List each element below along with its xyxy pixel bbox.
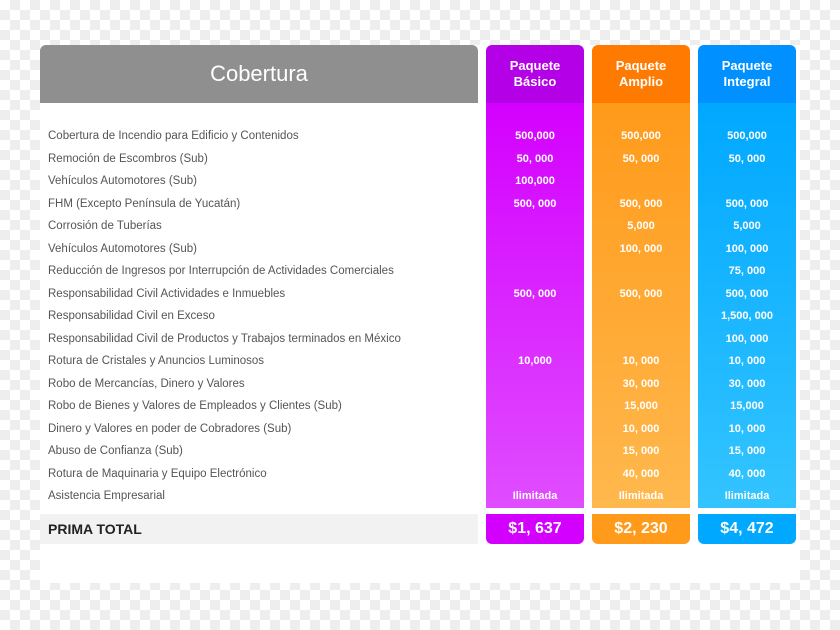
coverage-cell: 100, 000 <box>698 238 796 261</box>
coverage-cell <box>486 260 584 283</box>
footer-pk-integral: $4, 472 <box>698 514 796 544</box>
coverage-row-label: Dinero y Valores en poder de Cobradores … <box>40 418 478 441</box>
coverage-row-label: Rotura de Cristales y Anuncios Luminosos <box>40 350 478 373</box>
coverage-cell <box>486 238 584 261</box>
pk-line1: Paquete <box>722 58 773 74</box>
footer-pk-amplio: $2, 230 <box>592 514 690 544</box>
pk-line1: Paquete <box>616 58 667 74</box>
coverage-cell: 10, 000 <box>698 350 796 373</box>
coverage-cell: 500, 000 <box>486 283 584 306</box>
header-pk-integral: Paquete Integral <box>698 45 796 103</box>
coverage-cell: 500, 000 <box>486 193 584 216</box>
col-pk-integral: 500,00050, 000500, 0005,000100, 00075, 0… <box>698 103 796 508</box>
coverage-cell: 500, 000 <box>592 283 690 306</box>
coverage-cell: 15,000 <box>698 395 796 418</box>
coverage-cell: 10, 000 <box>698 418 796 441</box>
coverage-cell: 10, 000 <box>592 418 690 441</box>
pk-line2: Amplio <box>619 74 663 90</box>
coverage-cell <box>486 463 584 486</box>
coverage-cell <box>592 170 690 193</box>
coverage-cell: 500, 000 <box>698 283 796 306</box>
coverage-cell: 40, 000 <box>698 463 796 486</box>
coverage-cell: 30, 000 <box>592 373 690 396</box>
coverage-cell: 40, 000 <box>592 463 690 486</box>
coverage-row-label: Responsabilidad Civil en Exceso <box>40 305 478 328</box>
footer-label: PRIMA TOTAL <box>40 514 478 544</box>
coverage-row-label: Abuso de Confianza (Sub) <box>40 440 478 463</box>
coverage-row-label: Robo de Bienes y Valores de Empleados y … <box>40 395 478 418</box>
coverage-cell <box>592 305 690 328</box>
coverage-cell: 15,000 <box>592 395 690 418</box>
coverage-cell <box>486 373 584 396</box>
coverage-cell: 50, 000 <box>486 148 584 171</box>
coverage-cell: Ilimitada <box>486 485 584 508</box>
coverage-cell: 1,500, 000 <box>698 305 796 328</box>
pk-line2: Básico <box>514 74 557 90</box>
coverage-cell <box>486 418 584 441</box>
coverage-cell: 5,000 <box>698 215 796 238</box>
coverage-row-label: Asistencia Empresarial <box>40 485 478 508</box>
header-row: Cobertura Paquete Básico Paquete Amplio … <box>40 45 800 103</box>
coverage-row-label: Cobertura de Incendio para Edificio y Co… <box>40 125 478 148</box>
coverage-cell: 50, 000 <box>698 148 796 171</box>
footer-row: PRIMA TOTAL $1, 637 $2, 230 $4, 472 <box>40 514 800 544</box>
coverage-row-label: Remoción de Escombros (Sub) <box>40 148 478 171</box>
coverage-cell <box>486 215 584 238</box>
coverage-cell <box>486 440 584 463</box>
header-pk-amplio: Paquete Amplio <box>592 45 690 103</box>
coverage-cell: 5,000 <box>592 215 690 238</box>
coverage-cell: 100,000 <box>486 170 584 193</box>
coverage-row-label: Reducción de Ingresos por Interrupción d… <box>40 260 478 283</box>
header-cobertura: Cobertura <box>40 45 478 103</box>
coverage-cell <box>592 328 690 351</box>
coverage-cell: 100, 000 <box>592 238 690 261</box>
coverage-cell: 10,000 <box>486 350 584 373</box>
coverage-cell <box>486 305 584 328</box>
coverage-row-label: Vehículos Automotores (Sub) <box>40 238 478 261</box>
coverage-cell: 500,000 <box>698 125 796 148</box>
coverage-cell: 50, 000 <box>592 148 690 171</box>
coverage-cell: Ilimitada <box>698 485 796 508</box>
coverage-cell <box>698 170 796 193</box>
coverage-cell: 500,000 <box>592 125 690 148</box>
coverage-row-label: Rotura de Maquinaria y Equipo Electrónic… <box>40 463 478 486</box>
coverage-row-label: Vehículos Automotores (Sub) <box>40 170 478 193</box>
coverage-cell: 75, 000 <box>698 260 796 283</box>
coverage-cell <box>486 395 584 418</box>
coverage-cell: 10, 000 <box>592 350 690 373</box>
coverage-cell: 15, 000 <box>698 440 796 463</box>
coverage-row-label: Robo de Mercancías, Dinero y Valores <box>40 373 478 396</box>
col-labels: Cobertura de Incendio para Edificio y Co… <box>40 103 478 508</box>
footer-pk-basico: $1, 637 <box>486 514 584 544</box>
coverage-cell: 30, 000 <box>698 373 796 396</box>
header-pk-basico: Paquete Básico <box>486 45 584 103</box>
coverage-cell: 100, 000 <box>698 328 796 351</box>
coverage-row-label: Corrosión de Tuberías <box>40 215 478 238</box>
pk-line2: Integral <box>724 74 771 90</box>
body-row: Cobertura de Incendio para Edificio y Co… <box>40 103 800 508</box>
coverage-cell: 500, 000 <box>698 193 796 216</box>
col-pk-basico: 500,00050, 000100,000500, 000500, 00010,… <box>486 103 584 508</box>
coverage-cell: Ilimitada <box>592 485 690 508</box>
col-pk-amplio: 500,00050, 000500, 0005,000100, 000500, … <box>592 103 690 508</box>
coverage-cell: 500,000 <box>486 125 584 148</box>
pricing-sheet: Cobertura Paquete Básico Paquete Amplio … <box>40 45 800 583</box>
pk-line1: Paquete <box>510 58 561 74</box>
coverage-cell <box>592 260 690 283</box>
coverage-row-label: Responsabilidad Civil Actividades e Inmu… <box>40 283 478 306</box>
coverage-cell <box>486 328 584 351</box>
coverage-cell: 15, 000 <box>592 440 690 463</box>
coverage-row-label: Responsabilidad Civil de Productos y Tra… <box>40 328 478 351</box>
coverage-cell: 500, 000 <box>592 193 690 216</box>
coverage-row-label: FHM (Excepto Península de Yucatán) <box>40 193 478 216</box>
